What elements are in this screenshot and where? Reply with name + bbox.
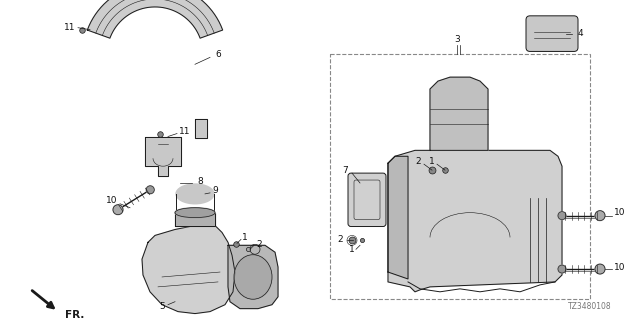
Text: 2: 2	[256, 240, 262, 249]
Text: TZ3480108: TZ3480108	[568, 302, 612, 311]
Ellipse shape	[176, 184, 214, 204]
Circle shape	[595, 264, 605, 274]
Circle shape	[595, 211, 605, 220]
Text: 11: 11	[179, 127, 191, 136]
Text: 7: 7	[342, 166, 348, 175]
Ellipse shape	[558, 212, 566, 220]
Text: 3: 3	[454, 35, 460, 44]
Ellipse shape	[175, 208, 215, 218]
Ellipse shape	[146, 186, 154, 194]
Text: 1: 1	[429, 157, 435, 166]
Polygon shape	[87, 0, 223, 38]
Polygon shape	[430, 77, 488, 150]
Polygon shape	[228, 245, 278, 308]
Text: 8: 8	[197, 177, 203, 186]
Polygon shape	[388, 156, 408, 279]
Text: 4: 4	[577, 29, 583, 38]
Text: 10: 10	[614, 208, 626, 217]
Text: FR.: FR.	[65, 309, 84, 320]
Bar	[330, 54, 590, 299]
Ellipse shape	[234, 255, 272, 299]
FancyBboxPatch shape	[348, 173, 386, 227]
Text: 2: 2	[415, 157, 421, 166]
Polygon shape	[388, 150, 562, 292]
Text: 6: 6	[215, 50, 221, 59]
Polygon shape	[145, 137, 181, 176]
Text: 9: 9	[212, 187, 218, 196]
Ellipse shape	[558, 265, 566, 273]
Circle shape	[113, 205, 123, 215]
Text: 1: 1	[242, 233, 248, 242]
Text: 1: 1	[349, 245, 355, 254]
Text: 2: 2	[337, 235, 343, 244]
Text: 11: 11	[64, 23, 76, 32]
Polygon shape	[175, 213, 215, 226]
Polygon shape	[195, 119, 207, 139]
FancyBboxPatch shape	[526, 16, 578, 52]
Text: 10: 10	[106, 196, 118, 205]
Text: 5: 5	[159, 302, 165, 311]
Text: 10: 10	[614, 263, 626, 272]
Polygon shape	[142, 223, 235, 314]
